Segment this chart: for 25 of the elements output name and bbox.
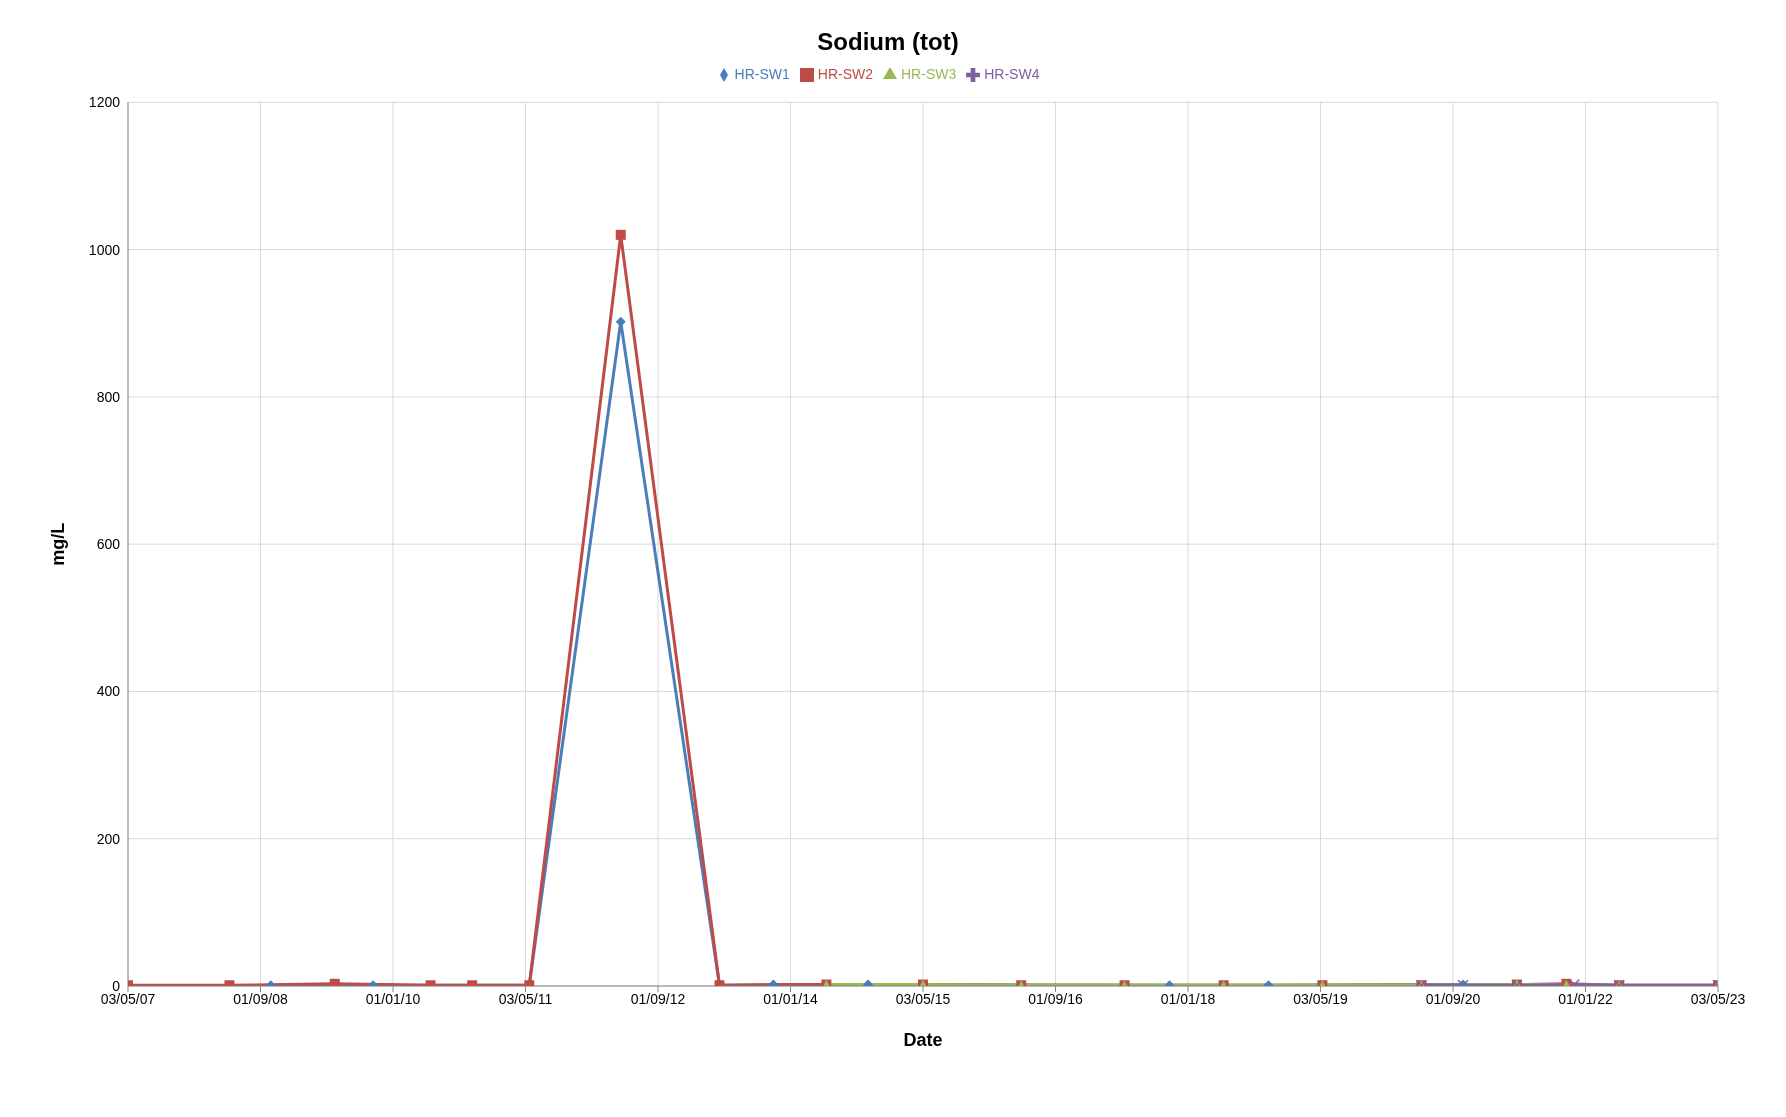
y-axis-title: mg/L — [48, 522, 69, 566]
x-tick-label: 01/09/20 — [1425, 990, 1481, 1007]
y-tick-label: 400 — [96, 683, 121, 700]
x-tick-label: 01/01/22 — [1558, 990, 1613, 1007]
y-tick-label: 1000 — [88, 241, 121, 258]
x-tick-label: 01/09/16 — [1028, 990, 1083, 1007]
chart-title: Sodium (tot) — [816, 27, 960, 56]
legend-label: HR-SW1 — [734, 66, 790, 82]
x-tick-label: 03/05/23 — [1690, 990, 1746, 1007]
x-tick-label: 01/09/12 — [630, 990, 686, 1007]
x-tick-label: 01/01/18 — [1160, 990, 1216, 1007]
x-tick-label: 01/01/14 — [763, 990, 818, 1007]
y-tick-label: 800 — [96, 388, 121, 405]
legend-label: HR-SW3 — [901, 66, 957, 82]
y-tick-label: 600 — [96, 536, 121, 553]
y-tick-label: 200 — [96, 830, 121, 847]
y-tick-label: 1200 — [88, 94, 121, 111]
x-tick-label: 03/05/15 — [895, 990, 951, 1007]
legend-label: HR-SW4 — [984, 66, 1040, 82]
x-tick-label: 03/05/19 — [1293, 990, 1348, 1007]
legend-label: HR-SW2 — [817, 66, 873, 82]
x-tick-label: 03/05/11 — [498, 990, 553, 1007]
x-tick-label: 01/09/08 — [233, 990, 288, 1007]
x-axis-title: Date — [903, 1030, 943, 1050]
x-tick-label: 01/01/10 — [365, 990, 421, 1007]
